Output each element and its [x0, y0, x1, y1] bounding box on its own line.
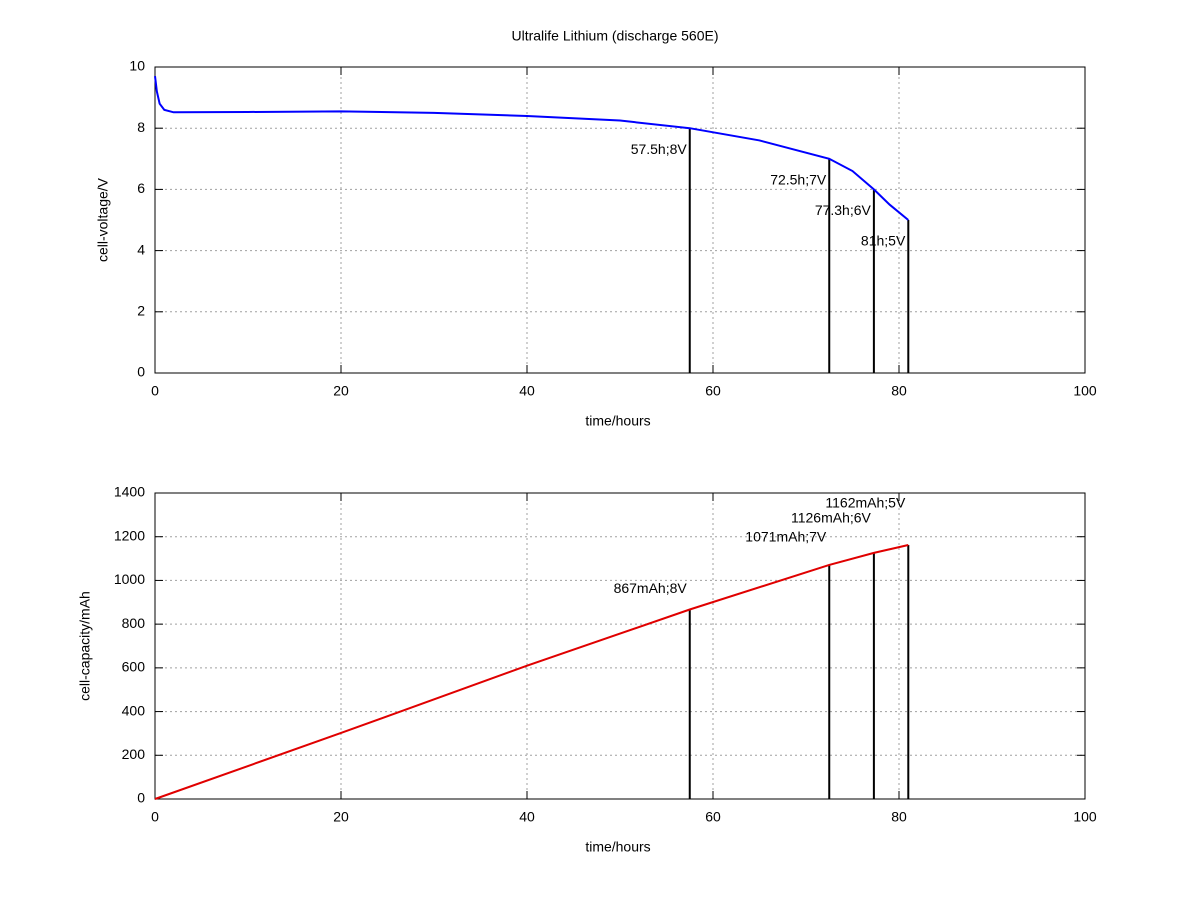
marker-label: 72.5h;7V: [770, 172, 827, 188]
marker-label: 77.3h;6V: [815, 202, 872, 218]
marker-label: 1162mAh;5V: [825, 495, 906, 511]
y-tick-label: 1400: [114, 484, 145, 500]
y-tick-label: 200: [122, 746, 146, 762]
x-axis-label: time/hours: [585, 413, 650, 429]
x-tick-label: 100: [1073, 383, 1097, 399]
marker-label: 1126mAh;6V: [791, 510, 872, 526]
x-tick-label: 60: [705, 809, 721, 825]
y-tick-label: 0: [137, 790, 145, 806]
x-tick-label: 20: [333, 809, 349, 825]
x-tick-label: 80: [891, 809, 907, 825]
x-tick-label: 0: [151, 809, 159, 825]
x-tick-label: 0: [151, 383, 159, 399]
y-tick-label: 400: [122, 702, 146, 718]
y-tick-label: 4: [137, 241, 145, 257]
data-line: [154, 544, 909, 800]
plot-frame: [154, 492, 1086, 800]
y-axis-label: cell-capacity/mAh: [77, 591, 93, 701]
x-axis-label: time/hours: [585, 839, 650, 855]
x-tick-label: 60: [705, 383, 721, 399]
x-tick-label: 80: [891, 383, 907, 399]
marker-label: 1071mAh;7V: [745, 529, 827, 545]
y-tick-label: 0: [137, 364, 145, 380]
chart-title: Ultralife Lithium (discharge 560E): [512, 28, 719, 44]
x-tick-label: 40: [519, 809, 535, 825]
y-tick-label: 600: [122, 659, 146, 675]
marker-label: 81h;5V: [861, 233, 906, 249]
plot-frame: [154, 66, 1086, 374]
y-tick-label: 10: [129, 58, 145, 74]
x-tick-label: 100: [1073, 809, 1097, 825]
marker-label: 867mAh;8V: [614, 580, 688, 596]
y-tick-label: 1000: [114, 571, 145, 587]
y-tick-label: 6: [137, 180, 145, 196]
y-tick-label: 800: [122, 615, 146, 631]
y-tick-label: 8: [137, 119, 145, 135]
x-tick-label: 20: [333, 383, 349, 399]
y-axis-label: cell-voltage/V: [95, 177, 111, 262]
marker-label: 57.5h;8V: [631, 141, 688, 157]
x-tick-label: 40: [519, 383, 535, 399]
y-tick-label: 1200: [114, 527, 145, 543]
data-line: [154, 76, 909, 221]
y-tick-label: 2: [137, 303, 145, 319]
